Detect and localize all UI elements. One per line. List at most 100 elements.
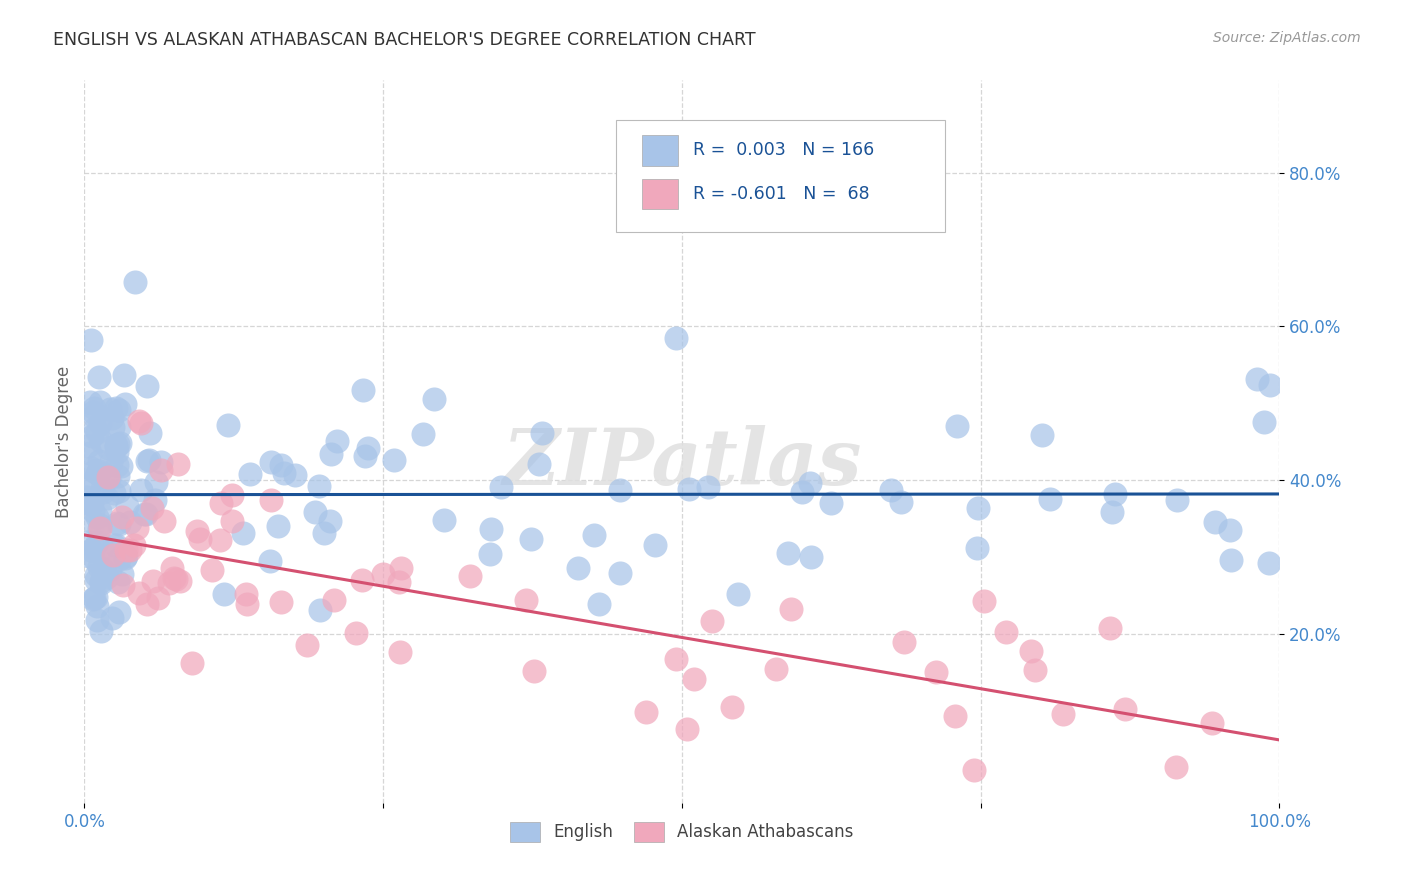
Point <box>86 425 108 439</box>
Point <box>80 333 103 347</box>
Point <box>326 434 349 449</box>
Point <box>104 538 127 552</box>
Point <box>114 397 136 411</box>
Text: ZIPatlas: ZIPatlas <box>502 425 862 501</box>
Point <box>721 699 744 714</box>
Point <box>634 705 657 719</box>
Point <box>84 421 107 435</box>
Point <box>87 463 110 477</box>
Point <box>1101 505 1123 519</box>
FancyBboxPatch shape <box>643 136 678 166</box>
Point <box>357 442 380 456</box>
Point <box>260 492 283 507</box>
Point <box>531 425 554 440</box>
Point <box>675 722 697 736</box>
Point <box>943 709 966 723</box>
Point <box>83 516 105 531</box>
Point <box>169 574 191 588</box>
Text: R =  0.003   N = 166: R = 0.003 N = 166 <box>693 141 875 160</box>
Point <box>108 435 131 450</box>
Point <box>89 504 111 518</box>
Point <box>86 509 108 524</box>
Point <box>83 591 105 605</box>
Point <box>84 567 107 582</box>
Point <box>1257 556 1279 570</box>
Point <box>129 417 152 431</box>
Point <box>165 572 187 586</box>
Point <box>727 587 749 601</box>
Point <box>527 457 550 471</box>
Point <box>259 454 281 468</box>
Point <box>683 672 706 686</box>
Point <box>1039 491 1062 506</box>
Point <box>120 516 142 530</box>
Point <box>87 370 110 384</box>
Point <box>180 656 202 670</box>
Point <box>1114 702 1136 716</box>
Point <box>80 497 103 511</box>
Point <box>765 662 787 676</box>
Point <box>89 416 111 430</box>
Point <box>1220 553 1243 567</box>
Point <box>75 490 97 504</box>
Point <box>111 578 134 592</box>
Point <box>304 505 326 519</box>
Point <box>90 541 112 556</box>
Point <box>388 645 411 659</box>
Point <box>962 763 984 777</box>
Point <box>86 613 108 627</box>
Point <box>79 543 101 558</box>
Point <box>105 445 128 459</box>
Point <box>89 395 111 409</box>
Point <box>391 561 413 575</box>
Point <box>79 495 101 509</box>
Point <box>128 414 150 428</box>
FancyBboxPatch shape <box>616 120 945 232</box>
Point <box>89 518 111 533</box>
Text: Source: ZipAtlas.com: Source: ZipAtlas.com <box>1213 31 1361 45</box>
Point <box>412 427 434 442</box>
Point <box>83 409 105 424</box>
Point <box>83 541 105 555</box>
Point <box>86 591 108 605</box>
Point <box>352 383 374 397</box>
Point <box>665 331 688 345</box>
Point <box>108 420 131 434</box>
Point <box>700 614 723 628</box>
Point <box>323 593 346 607</box>
Point <box>259 554 281 568</box>
Point <box>790 485 813 500</box>
Point <box>80 429 103 443</box>
Point <box>1164 760 1187 774</box>
Point <box>1052 707 1074 722</box>
Point <box>98 471 121 485</box>
Point <box>103 538 125 552</box>
Point <box>678 482 700 496</box>
Point <box>91 485 114 500</box>
Point <box>1166 493 1188 508</box>
Point <box>150 463 173 477</box>
Point <box>925 665 948 680</box>
Point <box>1204 515 1226 529</box>
Point <box>82 405 104 419</box>
Point <box>153 514 176 528</box>
Point <box>235 587 257 601</box>
Point <box>145 475 167 489</box>
Point <box>86 554 108 568</box>
Point <box>139 425 162 440</box>
Point <box>134 508 156 522</box>
Point <box>479 523 502 537</box>
Point <box>973 594 995 608</box>
Point <box>160 561 183 575</box>
Point <box>122 538 145 552</box>
Point <box>582 527 605 541</box>
Point <box>77 549 100 563</box>
Point <box>820 495 842 509</box>
Point <box>143 493 166 508</box>
Point <box>388 574 411 589</box>
Point <box>89 522 111 536</box>
Point <box>267 519 290 533</box>
Point <box>82 496 104 510</box>
Point <box>157 576 180 591</box>
Point <box>97 469 120 483</box>
